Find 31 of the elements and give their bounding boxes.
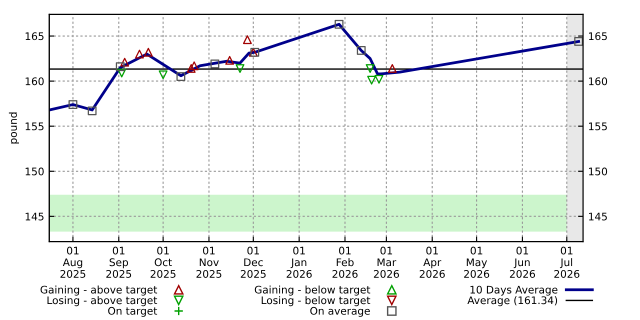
x-tick-label: 01 May 2026 bbox=[464, 246, 490, 278]
x-tick-label: 01 Jun 2026 bbox=[510, 246, 536, 278]
x-tick-label: 01 Mar 2026 bbox=[374, 246, 399, 278]
x-tick-label: 01 Dec 2025 bbox=[240, 246, 266, 278]
x-tick-label: 01 Oct 2025 bbox=[150, 246, 176, 278]
y-tick-label: 165 bbox=[26, 32, 44, 40]
legend-label: Losing - above target bbox=[48, 296, 158, 306]
x-tick-label: 01 Nov 2025 bbox=[196, 246, 222, 278]
legend-label: On target bbox=[108, 306, 158, 317]
x-tick-label: 01 Feb 2026 bbox=[332, 246, 358, 278]
y2-tick-label: 165 bbox=[589, 32, 607, 40]
legend-label: On average bbox=[310, 306, 370, 317]
y-tick-label: 155 bbox=[26, 122, 44, 130]
y-tick-label: 150 bbox=[26, 168, 44, 176]
legend-label: Losing - below target bbox=[262, 296, 370, 306]
y2-tick-label: 150 bbox=[589, 168, 608, 176]
x-tick-label: 01 Aug 2025 bbox=[60, 246, 86, 278]
y-tick-label: 160 bbox=[26, 77, 44, 86]
x-tick-label: 01 Jan 2026 bbox=[286, 246, 312, 278]
legend-label: Gaining - below target bbox=[254, 286, 370, 296]
y2-tick-label: 145 bbox=[589, 212, 607, 220]
y-tick-label: 145 bbox=[26, 212, 44, 220]
x-tick-label: 01 Apr 2026 bbox=[420, 246, 445, 278]
x-tick-label: 01 Sep 2025 bbox=[106, 246, 132, 278]
legend-label: 10 Days Average bbox=[470, 286, 558, 296]
y-axis-title: pound bbox=[8, 112, 19, 144]
legend-label: Gaining - above target bbox=[40, 286, 158, 296]
y2-tick-label: 155 bbox=[589, 122, 607, 130]
y2-tick-label: 160 bbox=[589, 77, 608, 86]
legend-label: Average (161.34) bbox=[467, 296, 558, 306]
x-tick-label: 01 Jul 2026 bbox=[554, 246, 580, 278]
